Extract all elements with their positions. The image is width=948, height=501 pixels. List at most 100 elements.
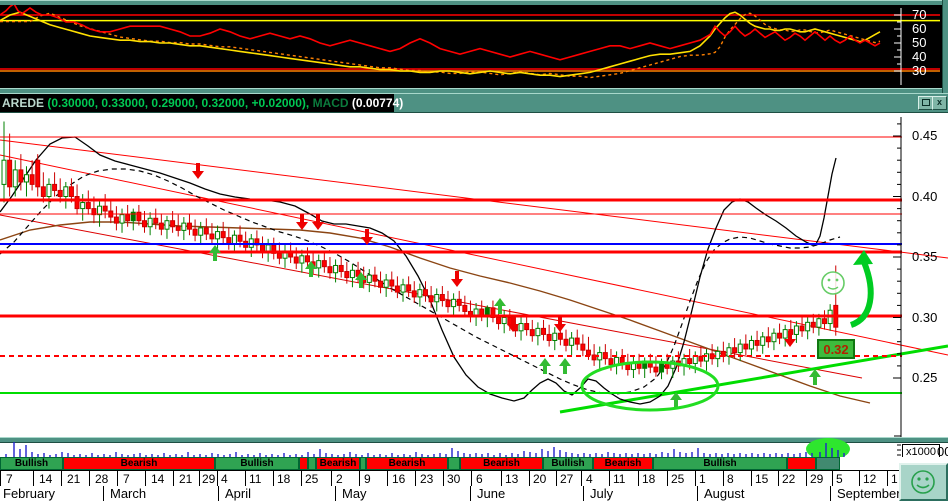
expert-smiley-button[interactable] xyxy=(899,463,948,501)
date-label: 28 xyxy=(95,472,109,486)
date-separator xyxy=(501,471,502,486)
price-label-text: 0.32 xyxy=(823,342,848,357)
date-separator xyxy=(33,471,34,486)
symbol-name: AREDE xyxy=(2,96,48,110)
date-label: 5 xyxy=(836,472,843,486)
date-label: 11 xyxy=(613,472,626,486)
candle-body xyxy=(456,298,462,306)
date-separator xyxy=(556,471,557,486)
candle-body xyxy=(136,211,142,222)
candle-body xyxy=(1,159,7,185)
date-separator xyxy=(778,471,779,486)
date-label: 30 xyxy=(447,472,461,486)
candle-body xyxy=(181,222,187,231)
month-label: July xyxy=(590,486,614,501)
candle-body xyxy=(574,337,580,345)
date-separator xyxy=(301,471,302,486)
date-separator xyxy=(415,471,416,486)
sell-arrow xyxy=(316,214,320,222)
candle-body xyxy=(125,214,131,222)
chart-title: AREDE (0.30000, 0.33000, 0.29000, 0.3200… xyxy=(0,94,403,112)
candle-body xyxy=(18,169,24,183)
date-label: 1 xyxy=(891,472,898,486)
candle-body xyxy=(659,362,665,373)
ribbon-segment-bull: Bullish xyxy=(0,457,63,470)
candle-body xyxy=(349,269,355,279)
buy-arrow-head xyxy=(209,245,221,253)
candle-body xyxy=(344,271,350,279)
candle-body xyxy=(52,183,58,191)
candle-body xyxy=(68,186,74,197)
buy-arrow-head xyxy=(559,358,571,366)
month-label: June xyxy=(477,486,506,501)
close-window-button[interactable]: x xyxy=(932,96,947,110)
candle-body xyxy=(333,264,339,274)
date-label: 2 xyxy=(336,472,343,486)
sell-arrow-head xyxy=(361,237,373,245)
ribbon-segment-bear xyxy=(299,457,308,470)
ribbon-segment-bear: Bearish xyxy=(593,457,653,470)
date-label: 14 xyxy=(39,472,53,486)
date-separator xyxy=(581,471,582,486)
indicator-line-yellow xyxy=(0,11,881,78)
date-label: 11 xyxy=(249,472,262,486)
ribbon-segment-bear: Bearish xyxy=(366,457,448,470)
date-separator xyxy=(751,471,752,486)
candle-body xyxy=(743,343,749,350)
candle-body xyxy=(501,317,507,325)
candle-body xyxy=(535,327,541,337)
price-chart-canvas[interactable]: 0.32 xyxy=(0,111,948,437)
buy-arrow xyxy=(543,366,547,374)
candle-body xyxy=(799,325,805,332)
date-separator xyxy=(471,471,472,486)
ribbon-segment-bear: Bearish xyxy=(63,457,215,470)
date-separator xyxy=(695,471,696,486)
ohlc-values: (0.30000, 0.33000, 0.29000, 0.32000, +0.… xyxy=(47,96,306,110)
candle-body xyxy=(186,222,192,230)
date-separator xyxy=(273,471,274,486)
candle-body xyxy=(102,205,108,212)
buy-arrow-head xyxy=(355,272,367,280)
sell-arrow xyxy=(365,229,369,237)
candle-body xyxy=(12,169,18,188)
candle-body xyxy=(237,234,243,242)
sell-arrow-head xyxy=(554,324,566,332)
candle-body xyxy=(496,317,502,325)
indicator-panel[interactable] xyxy=(0,5,948,88)
candle-body xyxy=(299,255,305,264)
candle-body xyxy=(220,231,226,239)
date-label: 15 xyxy=(755,472,769,486)
sell-arrow-head xyxy=(312,222,324,230)
date-separator xyxy=(359,471,360,486)
candle-body xyxy=(40,186,46,197)
restore-window-button[interactable] xyxy=(918,96,933,110)
close-icon: x xyxy=(936,97,942,107)
month-separator xyxy=(470,486,471,501)
date-label: 21 xyxy=(179,472,193,486)
date-separator xyxy=(199,471,200,486)
candle-body xyxy=(113,216,119,224)
month-label: March xyxy=(110,486,147,501)
indicator-name: MACD xyxy=(312,96,352,110)
volume-scale-label: x1000 xyxy=(906,446,936,458)
candle-body xyxy=(203,227,209,235)
candle-body xyxy=(732,347,738,354)
date-separator xyxy=(723,471,724,486)
month-label: May xyxy=(342,486,367,501)
ribbon-segment-bull xyxy=(448,457,460,470)
buy-arrow xyxy=(813,377,817,385)
sell-arrow xyxy=(788,331,792,339)
candle-body xyxy=(439,294,445,302)
candle-body xyxy=(451,298,457,308)
indicator-line-red xyxy=(0,5,881,61)
volume-panel-canvas[interactable] xyxy=(0,437,948,462)
indicator-panel-canvas xyxy=(0,5,940,85)
smiley-eye xyxy=(827,278,831,282)
separator: , xyxy=(305,96,313,110)
inner-window-titlebar[interactable]: AREDE (0.30000, 0.33000, 0.29000, 0.3200… xyxy=(0,93,948,113)
candle-body xyxy=(321,260,327,268)
candle-body xyxy=(293,256,299,264)
candle-body xyxy=(97,205,103,216)
sell-arrow xyxy=(558,316,562,324)
candle-body xyxy=(63,186,69,197)
